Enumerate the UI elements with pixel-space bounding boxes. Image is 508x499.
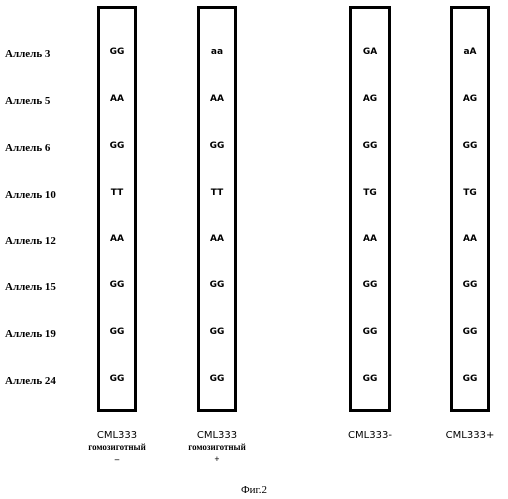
- genotype-value: TG: [350, 188, 390, 198]
- allele-label: Аллель 19: [5, 328, 56, 340]
- genotype-value: AA: [97, 94, 137, 104]
- genotype-value: AA: [350, 234, 390, 244]
- strain-label: CML333-: [325, 430, 415, 441]
- genotype-value: GA: [350, 47, 390, 57]
- strain-column-box: [450, 6, 490, 412]
- allele-label: Аллель 10: [5, 189, 56, 201]
- strain-sign: –: [72, 453, 162, 465]
- genotype-value: aa: [197, 47, 237, 57]
- genotype-value: GG: [450, 374, 490, 384]
- strain-name: CML333-: [348, 430, 392, 441]
- genotype-value: GG: [350, 327, 390, 337]
- strain-sign: +: [172, 453, 262, 465]
- genotype-value: GG: [350, 374, 390, 384]
- genotype-value: GG: [450, 141, 490, 151]
- strain-label: CML333+: [425, 430, 508, 441]
- genotype-value: GG: [97, 47, 137, 57]
- strain-name: CML333+: [446, 430, 495, 441]
- genotype-value: GG: [350, 280, 390, 290]
- genotype-value: aA: [450, 47, 490, 57]
- allele-label: Аллель 5: [5, 95, 50, 107]
- genotype-value: GG: [197, 374, 237, 384]
- strain-column-box: [349, 6, 391, 412]
- allele-label: Аллель 15: [5, 281, 56, 293]
- genotype-value: GG: [197, 141, 237, 151]
- genotype-value: GG: [197, 327, 237, 337]
- genotype-value: GG: [350, 141, 390, 151]
- genotype-value: AA: [450, 234, 490, 244]
- strain-name: CML333: [97, 430, 137, 441]
- genotype-value: TT: [97, 188, 137, 198]
- strain-name: CML333: [197, 430, 237, 441]
- genotype-value: GG: [97, 327, 137, 337]
- genotype-value: GG: [97, 374, 137, 384]
- genotype-value: TG: [450, 188, 490, 198]
- genotype-value: GG: [197, 280, 237, 290]
- allele-label: Аллель 24: [5, 375, 56, 387]
- genotype-value: GG: [450, 280, 490, 290]
- strain-label: CML333гомозиготный+: [172, 430, 262, 465]
- genotype-value: AA: [197, 94, 237, 104]
- strain-note: гомозиготный: [172, 441, 262, 453]
- strain-note: гомозиготный: [72, 441, 162, 453]
- allele-label: Аллель 12: [5, 235, 56, 247]
- genotype-value: AG: [350, 94, 390, 104]
- strain-column-box: [97, 6, 137, 412]
- allele-label: Аллель 6: [5, 142, 50, 154]
- genotype-value: GG: [97, 141, 137, 151]
- strain-label: CML333гомозиготный–: [72, 430, 162, 465]
- genotype-value: GG: [450, 327, 490, 337]
- genotype-value: GG: [97, 280, 137, 290]
- allele-label: Аллель 3: [5, 48, 50, 60]
- strain-column-box: [197, 6, 237, 412]
- genotype-value: TT: [197, 188, 237, 198]
- figure-caption: Фиг.2: [0, 484, 508, 496]
- genotype-value: AG: [450, 94, 490, 104]
- genotype-value: AA: [97, 234, 137, 244]
- genotype-value: AA: [197, 234, 237, 244]
